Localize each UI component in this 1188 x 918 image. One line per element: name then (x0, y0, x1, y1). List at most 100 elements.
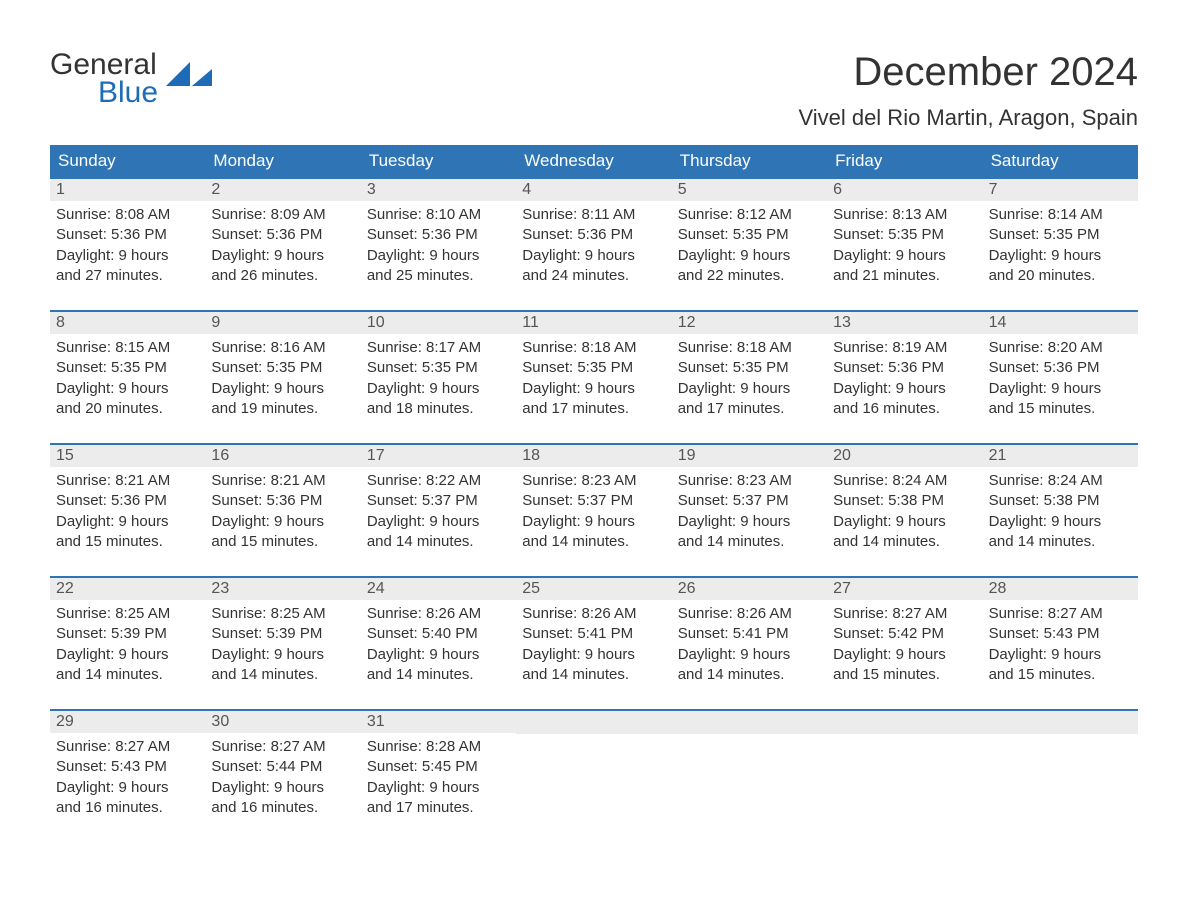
day-body: Sunrise: 8:20 AMSunset: 5:36 PMDaylight:… (983, 334, 1138, 425)
daylight-line2: and 25 minutes. (367, 266, 510, 286)
weekday-header-cell: Monday (205, 145, 360, 177)
day-cell: 31Sunrise: 8:28 AMSunset: 5:45 PMDayligh… (361, 711, 516, 824)
sunrise-text: Sunrise: 8:22 AM (367, 471, 510, 491)
day-body: Sunrise: 8:18 AMSunset: 5:35 PMDaylight:… (516, 334, 671, 425)
sunrise-text: Sunrise: 8:27 AM (211, 737, 354, 757)
sunset-text: Sunset: 5:36 PM (367, 225, 510, 245)
day-cell: 27Sunrise: 8:27 AMSunset: 5:42 PMDayligh… (827, 578, 982, 691)
day-number: 22 (50, 578, 205, 600)
sunrise-text: Sunrise: 8:08 AM (56, 205, 199, 225)
day-number: 9 (205, 312, 360, 334)
day-body: Sunrise: 8:27 AMSunset: 5:43 PMDaylight:… (50, 733, 205, 824)
sunset-text: Sunset: 5:35 PM (522, 358, 665, 378)
daylight-line2: and 21 minutes. (833, 266, 976, 286)
sunrise-text: Sunrise: 8:23 AM (522, 471, 665, 491)
day-number: 7 (983, 179, 1138, 201)
day-number: 18 (516, 445, 671, 467)
sunrise-text: Sunrise: 8:12 AM (678, 205, 821, 225)
daylight-line1: Daylight: 9 hours (522, 645, 665, 665)
day-cell: 13Sunrise: 8:19 AMSunset: 5:36 PMDayligh… (827, 312, 982, 425)
day-cell: 4Sunrise: 8:11 AMSunset: 5:36 PMDaylight… (516, 179, 671, 292)
daylight-line2: and 14 minutes. (989, 532, 1132, 552)
sunset-text: Sunset: 5:37 PM (678, 491, 821, 511)
sunset-text: Sunset: 5:36 PM (989, 358, 1132, 378)
sunset-text: Sunset: 5:36 PM (211, 491, 354, 511)
day-body: Sunrise: 8:25 AMSunset: 5:39 PMDaylight:… (205, 600, 360, 691)
daylight-line1: Daylight: 9 hours (522, 512, 665, 532)
day-body: Sunrise: 8:19 AMSunset: 5:36 PMDaylight:… (827, 334, 982, 425)
daylight-line1: Daylight: 9 hours (989, 246, 1132, 266)
daylight-line1: Daylight: 9 hours (833, 246, 976, 266)
day-body: Sunrise: 8:28 AMSunset: 5:45 PMDaylight:… (361, 733, 516, 824)
day-body: Sunrise: 8:21 AMSunset: 5:36 PMDaylight:… (50, 467, 205, 558)
day-cell: 11Sunrise: 8:18 AMSunset: 5:35 PMDayligh… (516, 312, 671, 425)
day-cell: 19Sunrise: 8:23 AMSunset: 5:37 PMDayligh… (672, 445, 827, 558)
header: General Blue December 2024 Vivel del Rio… (50, 50, 1138, 131)
day-number: 25 (516, 578, 671, 600)
sunset-text: Sunset: 5:40 PM (367, 624, 510, 644)
sunset-text: Sunset: 5:35 PM (678, 358, 821, 378)
day-cell: 30Sunrise: 8:27 AMSunset: 5:44 PMDayligh… (205, 711, 360, 824)
sunrise-text: Sunrise: 8:09 AM (211, 205, 354, 225)
sunrise-text: Sunrise: 8:26 AM (678, 604, 821, 624)
empty-day-number (827, 711, 982, 734)
day-number: 31 (361, 711, 516, 733)
day-cell (827, 711, 982, 824)
day-number: 5 (672, 179, 827, 201)
day-number: 21 (983, 445, 1138, 467)
daylight-line2: and 22 minutes. (678, 266, 821, 286)
day-number: 24 (361, 578, 516, 600)
empty-day-number (672, 711, 827, 734)
daylight-line1: Daylight: 9 hours (678, 246, 821, 266)
daylight-line1: Daylight: 9 hours (367, 246, 510, 266)
sunrise-text: Sunrise: 8:10 AM (367, 205, 510, 225)
daylight-line2: and 15 minutes. (56, 532, 199, 552)
daylight-line1: Daylight: 9 hours (678, 379, 821, 399)
day-cell: 6Sunrise: 8:13 AMSunset: 5:35 PMDaylight… (827, 179, 982, 292)
day-number: 23 (205, 578, 360, 600)
day-cell: 25Sunrise: 8:26 AMSunset: 5:41 PMDayligh… (516, 578, 671, 691)
daylight-line2: and 27 minutes. (56, 266, 199, 286)
day-body: Sunrise: 8:23 AMSunset: 5:37 PMDaylight:… (672, 467, 827, 558)
day-cell: 15Sunrise: 8:21 AMSunset: 5:36 PMDayligh… (50, 445, 205, 558)
month-title: December 2024 (798, 50, 1138, 95)
day-cell: 2Sunrise: 8:09 AMSunset: 5:36 PMDaylight… (205, 179, 360, 292)
day-number: 13 (827, 312, 982, 334)
sunrise-text: Sunrise: 8:25 AM (211, 604, 354, 624)
daylight-line1: Daylight: 9 hours (989, 645, 1132, 665)
daylight-line2: and 15 minutes. (211, 532, 354, 552)
day-number: 14 (983, 312, 1138, 334)
location-text: Vivel del Rio Martin, Aragon, Spain (798, 105, 1138, 131)
weekday-header-cell: Saturday (983, 145, 1138, 177)
weekday-header-cell: Thursday (672, 145, 827, 177)
sunrise-text: Sunrise: 8:16 AM (211, 338, 354, 358)
sunset-text: Sunset: 5:38 PM (833, 491, 976, 511)
daylight-line1: Daylight: 9 hours (211, 512, 354, 532)
sunset-text: Sunset: 5:35 PM (367, 358, 510, 378)
sunset-text: Sunset: 5:35 PM (56, 358, 199, 378)
daylight-line2: and 24 minutes. (522, 266, 665, 286)
sunrise-text: Sunrise: 8:18 AM (522, 338, 665, 358)
day-cell: 18Sunrise: 8:23 AMSunset: 5:37 PMDayligh… (516, 445, 671, 558)
day-number: 29 (50, 711, 205, 733)
day-cell: 22Sunrise: 8:25 AMSunset: 5:39 PMDayligh… (50, 578, 205, 691)
daylight-line1: Daylight: 9 hours (56, 246, 199, 266)
sunset-text: Sunset: 5:35 PM (833, 225, 976, 245)
day-body: Sunrise: 8:26 AMSunset: 5:41 PMDaylight:… (672, 600, 827, 691)
daylight-line1: Daylight: 9 hours (367, 379, 510, 399)
sunset-text: Sunset: 5:44 PM (211, 757, 354, 777)
day-body: Sunrise: 8:13 AMSunset: 5:35 PMDaylight:… (827, 201, 982, 292)
empty-day-number (516, 711, 671, 734)
day-body: Sunrise: 8:22 AMSunset: 5:37 PMDaylight:… (361, 467, 516, 558)
day-cell: 12Sunrise: 8:18 AMSunset: 5:35 PMDayligh… (672, 312, 827, 425)
day-cell: 26Sunrise: 8:26 AMSunset: 5:41 PMDayligh… (672, 578, 827, 691)
daylight-line2: and 18 minutes. (367, 399, 510, 419)
day-cell: 16Sunrise: 8:21 AMSunset: 5:36 PMDayligh… (205, 445, 360, 558)
day-body: Sunrise: 8:08 AMSunset: 5:36 PMDaylight:… (50, 201, 205, 292)
day-cell: 7Sunrise: 8:14 AMSunset: 5:35 PMDaylight… (983, 179, 1138, 292)
sunrise-text: Sunrise: 8:25 AM (56, 604, 199, 624)
daylight-line2: and 16 minutes. (56, 798, 199, 818)
sunrise-text: Sunrise: 8:24 AM (833, 471, 976, 491)
day-number: 20 (827, 445, 982, 467)
day-number: 6 (827, 179, 982, 201)
